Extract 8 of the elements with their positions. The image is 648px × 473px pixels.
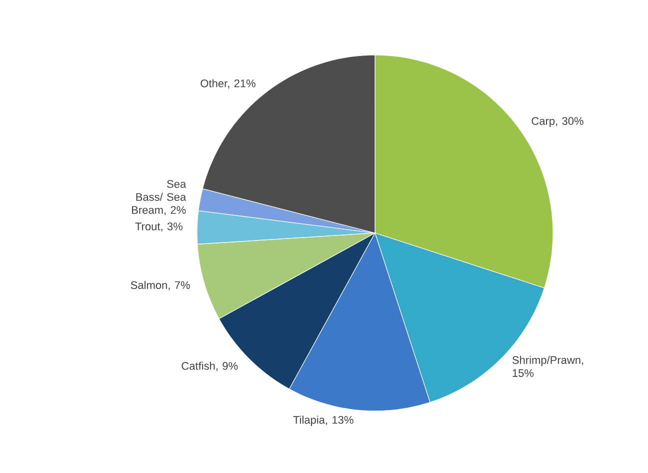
- slice-label: Trout, 3%: [135, 222, 182, 232]
- slice-label: Tilapia, 13%: [293, 416, 354, 426]
- slice-label: Shrimp/Prawn, 15%: [512, 356, 584, 377]
- slice-label: Other, 21%: [200, 79, 256, 89]
- slice-label: Catfish, 9%: [182, 362, 238, 372]
- slice-label: Sea Bass/ Sea Bream, 2%: [132, 180, 186, 216]
- slice-label: Carp, 30%: [532, 117, 584, 128]
- slice-label: Salmon, 7%: [130, 280, 190, 290]
